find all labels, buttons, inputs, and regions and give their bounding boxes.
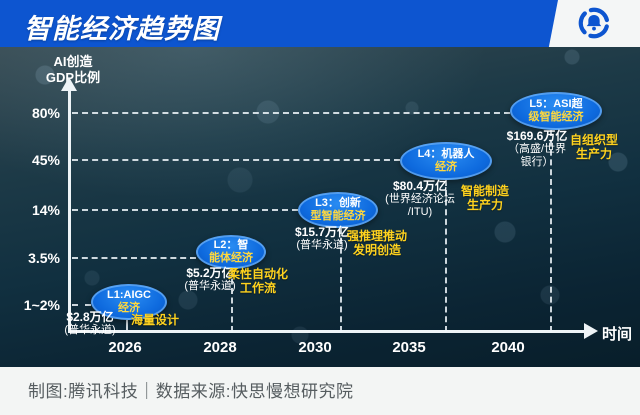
y-axis-line: [68, 90, 71, 333]
stage-node-label: L2：智: [213, 239, 249, 251]
x-tick-2026: 2026: [108, 339, 142, 356]
y-tick-3-5: 3.5%: [28, 250, 60, 266]
y-tick-1-2: 1~2%: [23, 297, 60, 313]
source: (世界经济论坛: [385, 193, 455, 205]
gridline-80pct: [72, 112, 510, 114]
dropline-l4: [445, 180, 447, 332]
source: （高盛/世界: [507, 143, 567, 155]
gridline-3-5pct: [72, 257, 196, 259]
market-size: $15.7万亿: [294, 225, 350, 239]
tencent-tech-bell-logo-icon: [578, 7, 610, 39]
stage-node-label: 级智能经济: [528, 111, 584, 123]
stage-node-label: 经济: [118, 302, 140, 314]
stage-node-label: 型智能经济: [310, 210, 366, 222]
header-bar: 智能经济趋势图: [0, 0, 640, 47]
stage-value-l3: $15.7万亿 (普华永道): [274, 226, 370, 252]
source: (普华永道): [296, 239, 348, 251]
stage-value-l2: $5.2万亿 (普华永道): [162, 267, 258, 293]
x-tick-2035: 2035: [392, 339, 426, 356]
footer-credit: 制图:腾讯科技｜数据来源:快思慢想研究院: [28, 382, 354, 401]
market-size: $5.2万亿: [186, 266, 234, 280]
stage-driver-l5: 自组织型 生产力: [556, 133, 632, 161]
y-tick-80: 80%: [31, 105, 60, 121]
x-tick-2028: 2028: [203, 339, 237, 356]
stage-node-label: 能体经济: [209, 252, 253, 264]
driver-line: 自组织型: [569, 133, 618, 147]
source: (普华永道): [184, 280, 236, 292]
stage-node-l1: L1:AIGC 经济: [91, 284, 167, 320]
driver-line: 工作流: [239, 281, 276, 295]
driver-line: 生产力: [575, 147, 612, 161]
stage-value-l5: $169.6万亿 （高盛/世界 银行）: [489, 130, 585, 169]
source: 银行）: [520, 156, 554, 168]
driver-line: 智能制造: [460, 184, 509, 198]
market-size: $80.4万亿: [392, 179, 448, 193]
stage-node-l3: L3：创新 型智能经济: [298, 192, 378, 228]
market-size: $2.8万亿: [66, 310, 114, 324]
stage-node-label: L1:AIGC: [107, 289, 151, 301]
y-axis-arrow-icon: [61, 77, 77, 91]
x-tick-2040: 2040: [491, 339, 525, 356]
stage-node-label: 经济: [435, 161, 457, 173]
dropline-l2: [231, 269, 233, 332]
stage-driver-l4: 智能制造 生产力: [447, 184, 523, 212]
y-tick-45: 45%: [31, 152, 60, 168]
dropline-l1: [126, 320, 128, 332]
page-title: 智能经济趋势图: [24, 14, 220, 44]
driver-line: 海量设计: [130, 313, 179, 327]
stage-node-l4: L4：机器人 经济: [400, 142, 492, 180]
source: /ITU): [407, 206, 433, 218]
stage-node-label: L3：创新: [315, 197, 361, 209]
dropline-l3: [340, 228, 342, 332]
stage-value-l4: $80.4万亿 (世界经济论坛 /ITU): [372, 180, 468, 219]
stage-node-label: L4：机器人: [417, 148, 475, 160]
dropline-l5: [550, 130, 552, 332]
x-tick-2030: 2030: [298, 339, 332, 356]
x-axis-title: 时间: [602, 326, 633, 343]
stage-node-l2: L2：智 能体经济: [196, 235, 266, 269]
stage-driver-l3: 强推理推动 发明创造: [337, 229, 417, 257]
gridline-14pct: [72, 209, 298, 211]
driver-line: 强推理推动: [346, 229, 407, 243]
stage-value-l1: $2.8万亿 (普华永道): [42, 311, 138, 337]
stage-node-label: L5：ASI超: [529, 98, 583, 110]
stage-driver-l2: 柔性自动化 工作流: [218, 267, 298, 295]
y-tick-14: 14%: [31, 202, 60, 218]
gridline-45pct: [72, 159, 400, 161]
footer-bar: 制图:腾讯科技｜数据来源:快思慢想研究院: [0, 367, 640, 415]
x-axis-line: [68, 330, 584, 333]
y-axis-title-line1: AI创造: [53, 54, 93, 69]
market-size: $169.6万亿: [506, 129, 568, 143]
x-axis-arrow-icon: [584, 323, 598, 339]
stage-node-l5: L5：ASI超 级智能经济: [510, 92, 602, 130]
driver-line: 柔性自动化: [227, 267, 288, 281]
stage-driver-l1: 海量设计: [117, 313, 193, 327]
driver-line: 生产力: [466, 198, 503, 212]
driver-line: 发明创造: [352, 243, 401, 257]
gridline-1-2pct: [72, 304, 91, 306]
source: (普华永道): [64, 324, 116, 336]
